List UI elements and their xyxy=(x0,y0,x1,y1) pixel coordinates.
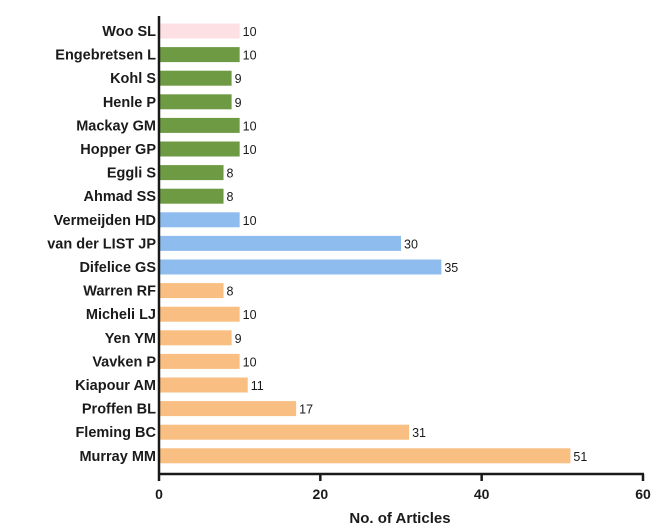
bar-5 xyxy=(159,141,240,157)
category-label: Mackay GM xyxy=(76,118,156,134)
category-label: van der LIST JP xyxy=(47,236,156,252)
category-label: Ahmad SS xyxy=(83,189,156,205)
category-label: Kiapour AM xyxy=(75,378,156,394)
category-label: Henle P xyxy=(103,95,157,111)
bar-11 xyxy=(159,283,224,299)
category-label: Warren RF xyxy=(83,284,156,300)
category-label: Engebretsen L xyxy=(55,48,156,64)
value-label: 8 xyxy=(227,190,234,204)
category-label: Difelice GS xyxy=(79,260,156,276)
value-label: 9 xyxy=(235,332,242,346)
category-label: Eggli S xyxy=(107,166,156,182)
bar-2 xyxy=(159,70,232,86)
x-tick-label: 20 xyxy=(313,486,329,502)
bar-13 xyxy=(159,330,232,346)
value-label: 17 xyxy=(299,403,313,417)
bar-18 xyxy=(159,448,571,464)
x-axis-title: No. of Articles xyxy=(349,510,450,527)
category-label: Yen YM xyxy=(105,331,156,347)
value-label: 8 xyxy=(227,167,234,181)
value-label: 10 xyxy=(243,25,257,39)
category-label: Vavken P xyxy=(92,354,156,370)
bar-12 xyxy=(159,306,240,322)
x-tick-label: 0 xyxy=(155,486,163,502)
value-label: 9 xyxy=(235,96,242,110)
bars-layer xyxy=(159,23,571,464)
value-label: 51 xyxy=(573,450,587,464)
bar-10 xyxy=(159,259,442,275)
bar-6 xyxy=(159,165,224,181)
bar-1 xyxy=(159,47,240,63)
bar-14 xyxy=(159,353,240,369)
bar-0 xyxy=(159,23,240,39)
x-tick-label: 40 xyxy=(474,486,490,502)
value-label: 35 xyxy=(444,261,458,275)
category-label: Fleming BC xyxy=(75,425,156,441)
category-label: Hopper GP xyxy=(80,142,156,158)
bar-17 xyxy=(159,424,410,440)
value-label: 8 xyxy=(227,285,234,299)
value-label: 10 xyxy=(243,214,257,228)
bar-4 xyxy=(159,117,240,133)
value-label: 11 xyxy=(251,379,264,393)
value-label: 30 xyxy=(404,237,418,251)
category-label: Kohl S xyxy=(110,71,156,87)
x-axis: 0 20 40 60 xyxy=(155,16,651,502)
value-label: 10 xyxy=(243,143,257,157)
category-labels: Woo SL Engebretsen L Kohl S Henle P Mackay G… xyxy=(47,24,156,465)
bar-9 xyxy=(159,235,401,251)
category-label: Woo SL xyxy=(102,24,156,40)
category-label: Murray MM xyxy=(79,449,156,465)
value-label: 10 xyxy=(243,119,257,133)
value-label: 10 xyxy=(243,49,257,63)
bar-7 xyxy=(159,188,224,204)
category-label: Micheli LJ xyxy=(86,307,156,323)
bar-16 xyxy=(159,401,297,417)
bar-8 xyxy=(159,212,240,228)
value-label: 9 xyxy=(235,72,242,86)
category-label: Proffen BL xyxy=(82,402,156,418)
x-tick-label: 60 xyxy=(635,486,651,502)
bar-15 xyxy=(159,377,248,393)
value-label: 10 xyxy=(243,308,257,322)
value-label: 10 xyxy=(243,355,257,369)
category-label: Vermeijden HD xyxy=(54,213,156,229)
bar-3 xyxy=(159,94,232,110)
value-label: 31 xyxy=(412,426,426,440)
